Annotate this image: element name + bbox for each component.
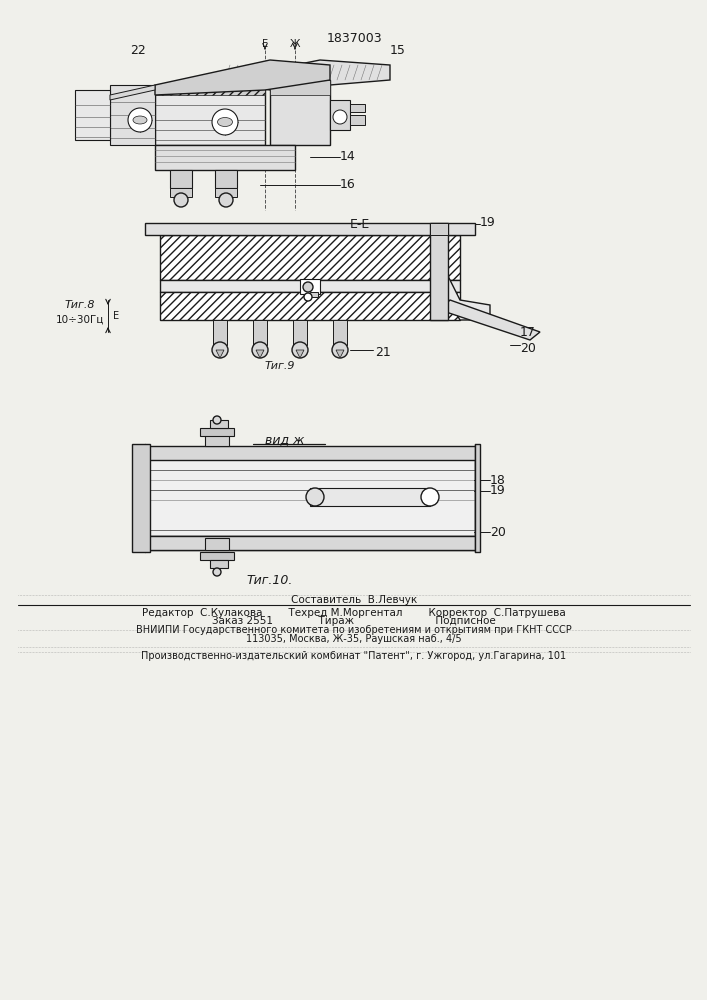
Bar — [310, 292, 318, 297]
Polygon shape — [430, 270, 490, 320]
Bar — [160, 235, 460, 280]
Bar — [200, 552, 234, 560]
Text: 15: 15 — [390, 43, 406, 56]
Text: 10÷30Гц: 10÷30Гц — [56, 315, 104, 325]
Circle shape — [219, 193, 233, 207]
Bar — [210, 560, 228, 568]
Bar — [145, 223, 475, 235]
Circle shape — [213, 416, 221, 424]
Text: Производственно-издательский комбинат "Патент", г. Ужгород, ул.Гагарина, 101: Производственно-издательский комбинат "П… — [141, 651, 566, 661]
Text: 17: 17 — [520, 326, 536, 338]
Circle shape — [304, 293, 312, 301]
Text: 19: 19 — [480, 216, 496, 229]
Text: Редактор  С.Кулакова        Техред М.Моргентал        Корректор  С.Патрушева: Редактор С.Кулакова Техред М.Моргентал К… — [142, 608, 566, 618]
Bar — [293, 320, 307, 345]
Polygon shape — [110, 85, 155, 100]
Text: 21: 21 — [375, 346, 391, 359]
Text: Τиг.8: Τиг.8 — [65, 300, 95, 310]
Circle shape — [332, 342, 348, 358]
Text: Τиг.10.: Τиг.10. — [247, 574, 293, 586]
Text: 16: 16 — [340, 178, 356, 192]
Bar — [200, 428, 234, 436]
Circle shape — [128, 108, 152, 132]
Bar — [350, 115, 365, 125]
Text: ВНИИПИ Государственного комитета по изобретениям и открытиям при ГКНТ СССР: ВНИИПИ Государственного комитета по изоб… — [136, 625, 572, 635]
Bar — [333, 320, 347, 345]
Bar — [155, 145, 295, 170]
Text: 22: 22 — [130, 43, 146, 56]
Circle shape — [303, 282, 313, 292]
Text: E-E: E-E — [350, 219, 370, 232]
Bar — [215, 188, 237, 197]
Text: 19: 19 — [490, 485, 506, 497]
Bar — [430, 223, 448, 235]
Circle shape — [213, 568, 221, 576]
Bar — [310, 488, 430, 506]
Bar — [330, 100, 350, 130]
Bar — [300, 279, 320, 294]
Bar — [170, 170, 192, 188]
Bar — [145, 450, 475, 550]
Ellipse shape — [133, 116, 147, 124]
Bar — [253, 320, 267, 345]
Bar — [170, 188, 192, 197]
Polygon shape — [220, 60, 390, 90]
Text: 20: 20 — [490, 526, 506, 538]
Polygon shape — [440, 300, 540, 340]
Bar — [145, 536, 475, 550]
Circle shape — [252, 342, 268, 358]
Bar — [270, 80, 330, 95]
Bar — [475, 444, 480, 552]
Bar — [75, 90, 110, 140]
Bar — [110, 85, 155, 145]
Circle shape — [174, 193, 188, 207]
Bar — [210, 420, 228, 428]
Text: 18: 18 — [490, 474, 506, 487]
Bar — [155, 85, 265, 145]
Bar — [160, 292, 460, 320]
Circle shape — [306, 488, 324, 506]
Polygon shape — [336, 350, 344, 358]
Text: 14: 14 — [340, 150, 356, 163]
Bar — [155, 85, 265, 95]
Bar — [205, 538, 229, 550]
Bar — [160, 280, 460, 292]
Ellipse shape — [218, 117, 233, 126]
Polygon shape — [155, 60, 330, 95]
Text: Τиг.9: Τиг.9 — [264, 361, 296, 371]
Text: Заказ 2551              Тираж                         Подписное: Заказ 2551 Тираж Подписное — [212, 616, 496, 626]
Text: Составитель  В.Левчук: Составитель В.Левчук — [291, 595, 417, 605]
Text: вид ж: вид ж — [265, 434, 305, 446]
Text: 20: 20 — [520, 342, 536, 355]
Bar — [160, 235, 460, 280]
Circle shape — [421, 488, 439, 506]
Text: 113035, Москва, Ж-35, Раушская наб., 4/5: 113035, Москва, Ж-35, Раушская наб., 4/5 — [246, 634, 462, 644]
Circle shape — [212, 342, 228, 358]
Bar — [145, 446, 475, 460]
Bar — [430, 223, 448, 320]
Bar — [213, 320, 227, 345]
Text: 1837003: 1837003 — [326, 31, 382, 44]
Polygon shape — [256, 350, 264, 358]
Polygon shape — [216, 350, 224, 358]
Text: E: E — [113, 311, 119, 321]
Text: Ж: Ж — [290, 39, 300, 49]
Bar — [350, 104, 365, 112]
Circle shape — [292, 342, 308, 358]
Circle shape — [333, 110, 347, 124]
Polygon shape — [296, 350, 304, 358]
Bar — [270, 80, 330, 145]
Bar — [215, 170, 237, 188]
Circle shape — [212, 109, 238, 135]
Bar — [160, 292, 460, 320]
Text: E: E — [262, 39, 268, 49]
Bar — [132, 444, 150, 552]
Bar — [205, 434, 229, 446]
